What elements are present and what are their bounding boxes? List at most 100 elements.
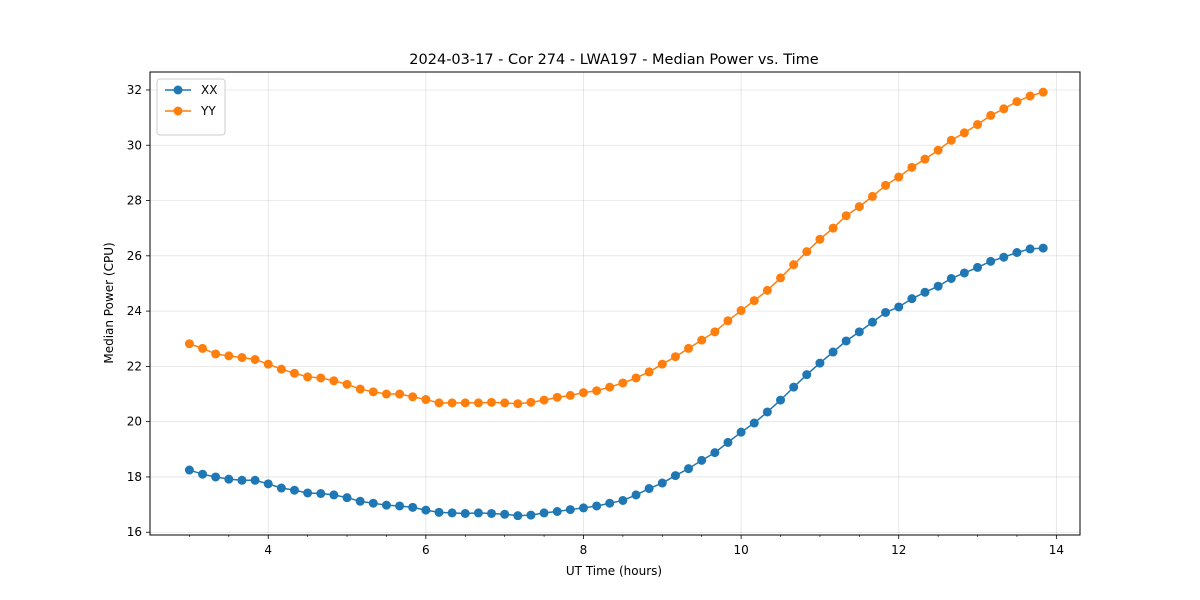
x-tick-label: 6: [422, 543, 430, 557]
data-point-yy: [289, 368, 299, 378]
data-point-yy: [1025, 91, 1035, 101]
legend-box: [156, 78, 226, 136]
y-tick-label: 22: [127, 359, 142, 373]
data-point-yy: [526, 397, 536, 407]
data-point-xx: [211, 472, 221, 482]
data-point-xx: [1038, 243, 1048, 253]
data-point-xx: [539, 508, 549, 518]
data-point-yy: [973, 120, 983, 130]
data-point-xx: [395, 501, 405, 511]
axis-ticks: 4 6 8 10 12 14 16 18 20 22 24 26 28 30 32: [127, 83, 1064, 557]
data-point-yy: [211, 349, 221, 359]
data-point-yy: [500, 398, 510, 408]
data-point-yy: [894, 172, 904, 182]
data-point-xx: [592, 501, 602, 511]
y-tick-label: 18: [127, 470, 142, 484]
data-point-yy: [342, 379, 352, 389]
data-point-xx: [841, 336, 851, 346]
data-point-yy: [854, 202, 864, 212]
data-point-xx: [500, 509, 510, 519]
data-point-yy: [710, 327, 720, 337]
series-yy: [184, 87, 1048, 409]
data-point-yy: [920, 154, 930, 164]
data-point-yy: [1012, 97, 1022, 107]
data-point-yy: [999, 104, 1009, 114]
data-point-yy: [578, 388, 588, 398]
data-point-xx: [198, 469, 208, 479]
x-tick-label: 14: [1049, 543, 1064, 557]
series-xx: [184, 243, 1048, 521]
data-point-xx: [631, 490, 641, 500]
data-point-xx: [973, 262, 983, 272]
data-point-yy: [303, 372, 313, 382]
data-point-yy: [933, 145, 943, 155]
data-point-yy: [276, 364, 286, 374]
data-point-xx: [999, 252, 1009, 262]
data-point-xx: [684, 464, 694, 474]
data-point-yy: [184, 339, 194, 349]
data-point-xx: [460, 508, 470, 518]
data-point-yy: [815, 234, 825, 244]
data-point-yy: [316, 373, 326, 383]
x-tick-label: 12: [891, 543, 906, 557]
data-point-yy: [198, 343, 208, 353]
data-point-xx: [513, 511, 523, 521]
data-point-yy: [631, 373, 641, 383]
data-point-yy: [368, 387, 378, 397]
data-point-xx: [408, 502, 418, 512]
data-point-yy: [329, 376, 339, 386]
data-point-yy: [684, 343, 694, 353]
data-point-xx: [381, 500, 391, 510]
data-point-xx: [867, 317, 877, 327]
data-point-xx: [881, 307, 891, 317]
data-point-xx: [644, 484, 654, 494]
data-point-yy: [946, 135, 956, 145]
data-point-yy: [395, 389, 405, 399]
data-point-yy: [224, 351, 234, 361]
data-point-xx: [789, 382, 799, 392]
series-line-yy: [189, 91, 1044, 405]
data-point-yy: [907, 162, 917, 172]
x-tick-label: 4: [264, 543, 272, 557]
x-tick-label: 8: [580, 543, 588, 557]
data-point-yy: [381, 389, 391, 399]
x-axis-label: UT Time (hours): [566, 564, 662, 578]
data-point-xx: [487, 508, 496, 518]
legend: XX YY: [156, 78, 226, 136]
grid-lines: [150, 72, 1080, 535]
data-point-xx: [894, 302, 904, 312]
legend-marker-xx: [173, 85, 183, 95]
data-point-yy: [789, 260, 799, 270]
data-point-xx: [815, 358, 825, 368]
data-point-yy: [749, 296, 759, 306]
data-point-xx: [1012, 248, 1022, 257]
data-point-xx: [473, 508, 483, 518]
data-point-xx: [946, 273, 956, 283]
data-point-xx: [907, 294, 917, 304]
data-point-yy: [473, 398, 483, 408]
data-point-xx: [920, 287, 930, 297]
y-tick-label: 20: [127, 415, 142, 429]
data-point-xx: [723, 437, 733, 447]
data-point-yy: [605, 382, 615, 392]
data-point-yy: [263, 359, 273, 369]
data-point-xx: [276, 483, 286, 493]
data-point-yy: [881, 180, 891, 190]
data-point-xx: [670, 471, 680, 481]
data-point-yy: [434, 398, 444, 408]
data-point-yy: [670, 352, 680, 362]
data-point-yy: [421, 395, 431, 405]
data-point-yy: [618, 378, 628, 388]
data-point-yy: [250, 354, 260, 364]
data-point-xx: [263, 479, 273, 489]
data-point-yy: [460, 398, 470, 408]
legend-label-xx: XX: [201, 83, 217, 97]
x-tick-label: 10: [733, 543, 748, 557]
y-tick-label: 32: [127, 83, 142, 97]
data-point-xx: [342, 493, 352, 503]
data-point-xx: [618, 495, 628, 505]
data-point-xx: [749, 418, 759, 428]
data-point-xx: [368, 498, 378, 508]
y-tick-label: 24: [127, 304, 142, 318]
data-point-xx: [710, 448, 720, 458]
